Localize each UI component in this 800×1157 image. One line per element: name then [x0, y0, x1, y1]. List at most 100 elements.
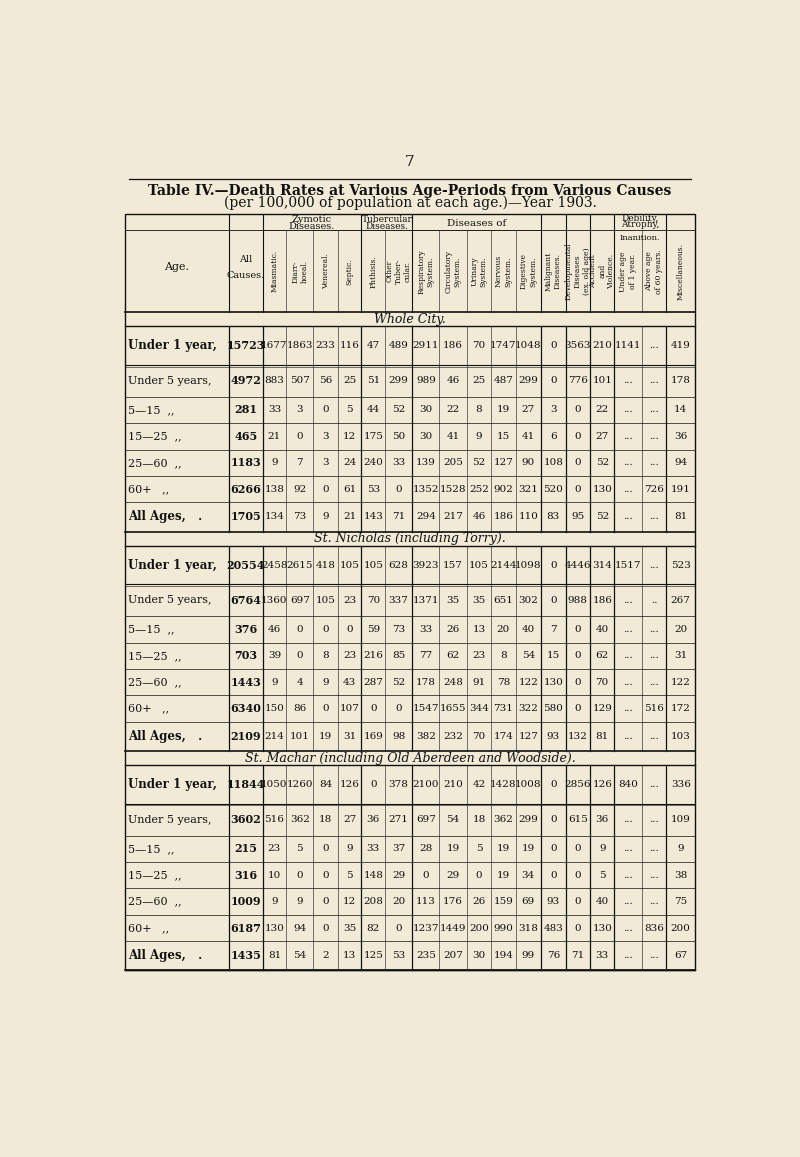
- Text: 25—60  ,,: 25—60 ,,: [128, 458, 182, 467]
- Text: 615: 615: [568, 816, 588, 824]
- Text: 178: 178: [416, 678, 436, 687]
- Text: 122: 122: [518, 678, 538, 687]
- Text: ...: ...: [649, 405, 659, 414]
- Text: 148: 148: [363, 871, 383, 879]
- Text: ...: ...: [649, 845, 659, 854]
- Text: 18: 18: [472, 816, 486, 824]
- Text: 6266: 6266: [230, 484, 262, 495]
- Text: 116: 116: [340, 341, 360, 351]
- Text: 71: 71: [571, 951, 584, 960]
- Text: 101: 101: [290, 732, 310, 740]
- Text: 11844: 11844: [226, 779, 265, 790]
- Text: 0: 0: [550, 871, 557, 879]
- Text: 507: 507: [290, 376, 310, 385]
- Text: 33: 33: [419, 625, 433, 634]
- Text: 20554: 20554: [226, 560, 265, 570]
- Text: 54: 54: [293, 951, 306, 960]
- Text: 9: 9: [346, 845, 353, 854]
- Text: ...: ...: [649, 432, 659, 441]
- Text: 27: 27: [596, 432, 609, 441]
- Text: 2856: 2856: [565, 780, 591, 789]
- Text: 5—15  ,,: 5—15 ,,: [128, 843, 174, 854]
- Text: 0: 0: [395, 485, 402, 494]
- Text: 252: 252: [469, 485, 489, 494]
- Text: 84: 84: [319, 780, 332, 789]
- Text: 651: 651: [494, 596, 514, 605]
- Text: 26: 26: [446, 625, 460, 634]
- Text: 19: 19: [446, 845, 460, 854]
- Text: 40: 40: [522, 625, 535, 634]
- Text: 172: 172: [670, 705, 690, 713]
- Text: 76: 76: [546, 951, 560, 960]
- Text: 41: 41: [522, 432, 535, 441]
- Text: 22: 22: [596, 405, 609, 414]
- Text: 6187: 6187: [230, 922, 262, 934]
- Text: 40: 40: [596, 897, 609, 906]
- Text: Atrophy,: Atrophy,: [621, 221, 659, 229]
- Text: 318: 318: [518, 923, 538, 933]
- Text: ...: ...: [623, 816, 633, 824]
- Text: ...: ...: [649, 560, 659, 569]
- Text: 105: 105: [469, 560, 489, 569]
- Text: 53: 53: [392, 951, 406, 960]
- Text: 12: 12: [343, 897, 356, 906]
- Text: 0: 0: [550, 816, 557, 824]
- Text: 378: 378: [389, 780, 409, 789]
- Text: 3602: 3602: [230, 815, 262, 825]
- Text: 217: 217: [443, 513, 463, 522]
- Text: 134: 134: [265, 513, 284, 522]
- Text: 8: 8: [476, 405, 482, 414]
- Text: 0: 0: [550, 376, 557, 385]
- Text: 94: 94: [674, 458, 687, 467]
- Text: 8: 8: [500, 651, 506, 661]
- Text: 12: 12: [343, 432, 356, 441]
- Text: 4: 4: [297, 678, 303, 687]
- Text: 0: 0: [297, 625, 303, 634]
- Text: 523: 523: [670, 560, 690, 569]
- Text: 0: 0: [574, 405, 581, 414]
- Text: 33: 33: [366, 845, 380, 854]
- Text: 21: 21: [343, 513, 356, 522]
- Text: 3: 3: [297, 405, 303, 414]
- Text: Whole City.: Whole City.: [374, 312, 446, 325]
- Text: (per 100,000 of population at each age.)—Year 1903.: (per 100,000 of population at each age.)…: [223, 196, 597, 209]
- Text: 0: 0: [297, 432, 303, 441]
- Text: 191: 191: [670, 485, 690, 494]
- Text: 1655: 1655: [440, 705, 466, 713]
- Text: 53: 53: [366, 485, 380, 494]
- Text: ...: ...: [649, 780, 659, 789]
- Text: 4972: 4972: [230, 375, 262, 386]
- Text: 105: 105: [363, 560, 383, 569]
- Text: 15—25  ,,: 15—25 ,,: [128, 870, 182, 880]
- Text: 520: 520: [543, 485, 563, 494]
- Text: 26: 26: [472, 897, 486, 906]
- Text: 1009: 1009: [230, 897, 261, 907]
- Text: 60+   ,,: 60+ ,,: [128, 485, 169, 494]
- Text: ...: ...: [649, 951, 659, 960]
- Text: 1443: 1443: [230, 677, 262, 687]
- Text: 175: 175: [363, 432, 383, 441]
- Text: 0: 0: [574, 678, 581, 687]
- Text: 98: 98: [392, 732, 406, 740]
- Text: 0: 0: [422, 871, 429, 879]
- Text: Under 1 year,: Under 1 year,: [128, 339, 217, 352]
- Text: 5: 5: [476, 845, 482, 854]
- Text: Septic.: Septic.: [346, 258, 354, 285]
- Text: 6340: 6340: [230, 703, 262, 714]
- Text: 0: 0: [322, 485, 329, 494]
- Text: 108: 108: [543, 458, 563, 467]
- Text: Under age
of 1 year.: Under age of 1 year.: [619, 251, 637, 292]
- Text: 0: 0: [550, 560, 557, 569]
- Text: 46: 46: [268, 625, 281, 634]
- Text: 580: 580: [543, 705, 563, 713]
- Text: 62: 62: [596, 651, 609, 661]
- Text: 69: 69: [522, 897, 535, 906]
- Text: 7: 7: [405, 155, 415, 169]
- Text: 0: 0: [476, 871, 482, 879]
- Text: 0: 0: [574, 485, 581, 494]
- Text: 0: 0: [574, 871, 581, 879]
- Text: ...: ...: [623, 485, 633, 494]
- Text: 81: 81: [268, 951, 281, 960]
- Text: 207: 207: [443, 951, 463, 960]
- Text: 0: 0: [395, 705, 402, 713]
